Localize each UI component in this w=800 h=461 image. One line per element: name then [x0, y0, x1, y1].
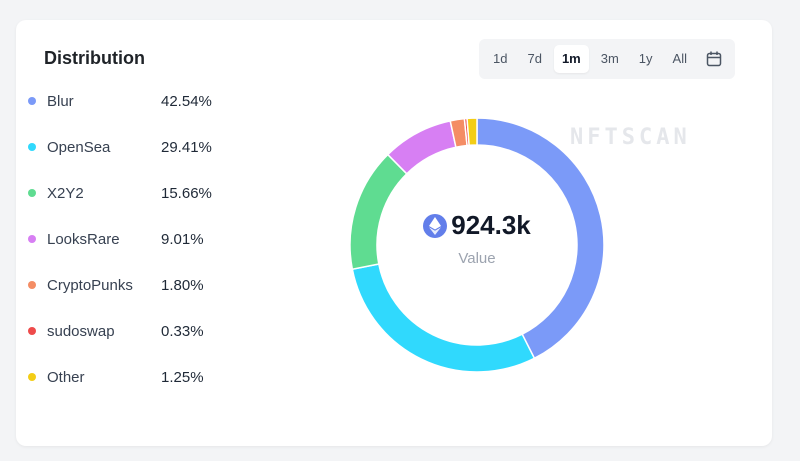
ethereum-icon — [423, 213, 448, 238]
legend-dot — [28, 97, 36, 105]
legend-percentage: 0.33% — [161, 322, 204, 340]
donut-slice-x2y2[interactable] — [349, 153, 408, 271]
legend-dot — [28, 143, 36, 151]
donut-slice-looksrare[interactable] — [386, 119, 457, 175]
legend-label: Blur — [47, 92, 74, 110]
legend-dot — [28, 235, 36, 243]
legend-dot — [28, 373, 36, 381]
range-3m-button[interactable]: 3m — [600, 51, 619, 66]
legend-label: Other — [47, 368, 85, 386]
legend-item-cryptopunks[interactable]: CryptoPunks 1.80% — [28, 262, 212, 308]
center-value: 924.3k — [400, 210, 554, 241]
legend-percentage: 1.25% — [161, 368, 204, 386]
distribution-card: Distribution 1d 7d 1m 3m 1y All — [16, 20, 772, 446]
legend-item-x2y2[interactable]: X2Y2 15.66% — [28, 170, 212, 216]
legend-item-other[interactable]: Other 1.25% — [28, 354, 212, 400]
watermark-logo: NFTSCAN — [570, 125, 691, 150]
legend-label: X2Y2 — [47, 184, 84, 202]
donut-slice-other[interactable] — [466, 117, 478, 147]
legend-item-looksrare[interactable]: LooksRare 9.01% — [28, 216, 212, 262]
legend-percentage: 42.54% — [161, 92, 212, 110]
legend-percentage: 15.66% — [161, 184, 212, 202]
legend-label: sudoswap — [47, 322, 115, 340]
legend-percentage: 29.41% — [161, 138, 212, 156]
center-value-label: Value — [458, 250, 496, 267]
range-1d-button[interactable]: 1d — [493, 51, 508, 66]
range-1y-button[interactable]: 1y — [638, 51, 653, 66]
donut-slice-opensea[interactable] — [351, 263, 536, 373]
time-range-selector: 1d 7d 1m 3m 1y All — [479, 39, 735, 79]
legend-percentage: 1.80% — [161, 276, 204, 294]
legend-percentage: 9.01% — [161, 230, 204, 248]
legend-label: LooksRare — [47, 230, 120, 248]
legend-label: CryptoPunks — [47, 276, 133, 294]
calendar-icon[interactable] — [699, 46, 729, 72]
chart-legend: Blur 42.54% OpenSea 29.41% X2Y2 15.66% LooksRa… — [28, 78, 212, 400]
range-7d-button[interactable]: 7d — [527, 51, 542, 66]
legend-item-sudoswap[interactable]: sudoswap 0.33% — [28, 308, 212, 354]
legend-dot — [28, 281, 36, 289]
range-all-button[interactable]: All — [672, 51, 687, 66]
total-value: 924.3k — [451, 210, 531, 240]
legend-dot — [28, 327, 36, 335]
legend-dot — [28, 189, 36, 197]
card-title: Distribution — [44, 48, 145, 68]
legend-item-blur[interactable]: Blur 42.54% — [28, 78, 212, 124]
legend-item-opensea[interactable]: OpenSea 29.41% — [28, 124, 212, 170]
donut-chart — [349, 117, 605, 373]
range-1m-button[interactable]: 1m — [553, 45, 589, 73]
legend-label: OpenSea — [47, 138, 111, 156]
